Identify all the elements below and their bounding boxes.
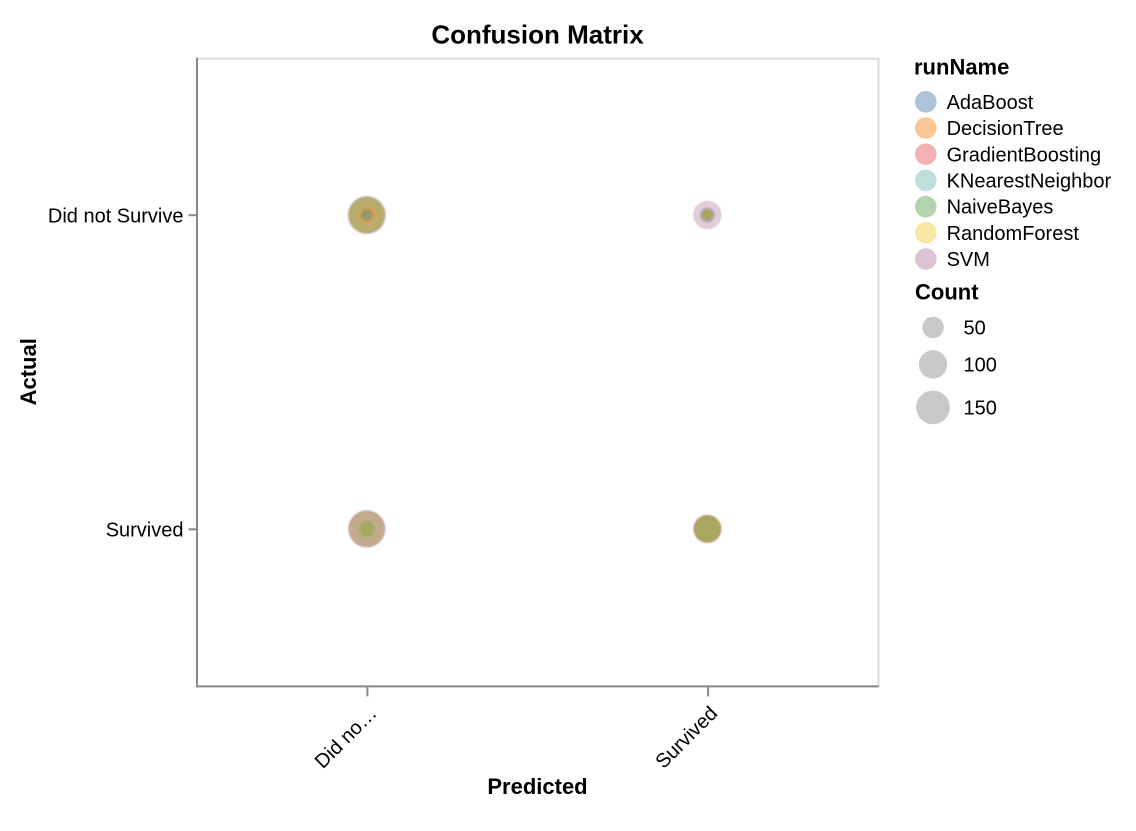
svg-text:NaiveBayes: NaiveBayes [947, 197, 1054, 219]
svg-text:Survived: Survived [106, 519, 184, 541]
svg-text:GradientBoosting: GradientBoosting [947, 144, 1102, 166]
svg-text:Predicted: Predicted [487, 774, 587, 799]
svg-text:50: 50 [964, 318, 986, 340]
svg-text:DecisionTree: DecisionTree [947, 118, 1064, 140]
svg-text:Did not Survive: Did not Survive [48, 205, 184, 227]
svg-text:Actual: Actual [16, 338, 41, 405]
svg-text:150: 150 [964, 398, 997, 420]
svg-text:runName: runName [914, 55, 1009, 80]
svg-text:Confusion Matrix: Confusion Matrix [431, 20, 644, 50]
svg-text:100: 100 [964, 355, 997, 377]
svg-text:AdaBoost: AdaBoost [947, 92, 1034, 114]
svg-text:KNearestNeighbor: KNearestNeighbor [947, 171, 1112, 193]
svg-text:RandomForest: RandomForest [947, 223, 1080, 245]
svg-text:Count: Count [915, 279, 979, 304]
svg-text:SVM: SVM [947, 249, 990, 271]
